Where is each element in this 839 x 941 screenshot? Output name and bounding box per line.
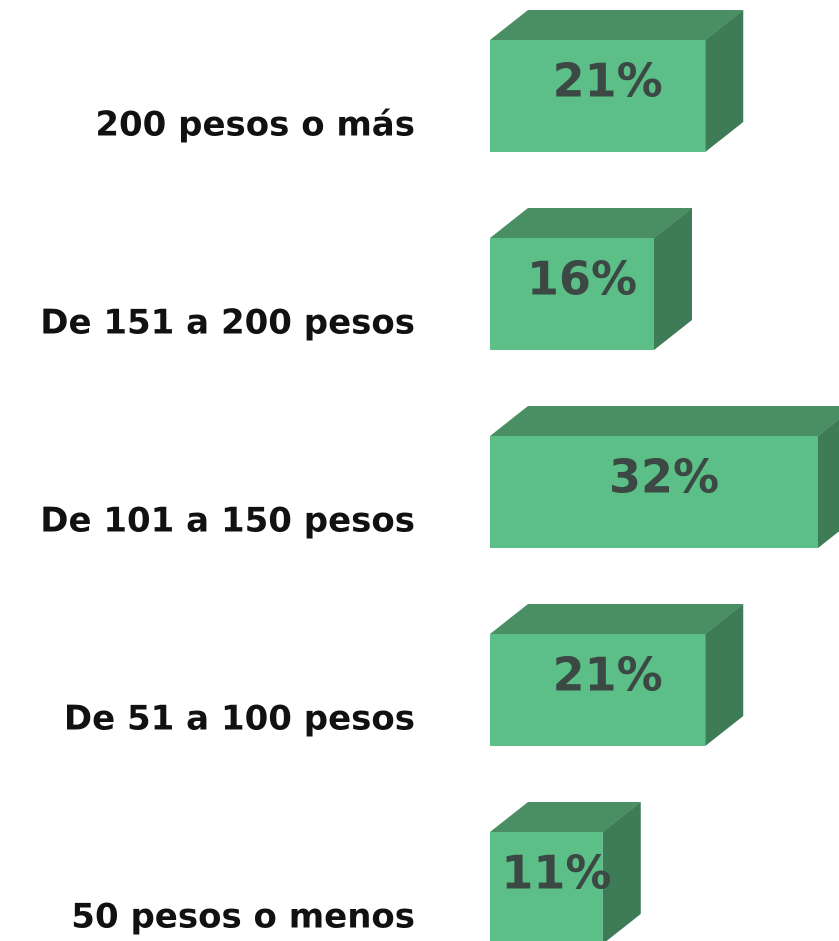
bar	[490, 604, 744, 746]
category-label: 200 pesos o más	[95, 105, 415, 145]
bar	[490, 802, 641, 941]
category-label: De 151 a 200 pesos	[40, 303, 415, 343]
bar-top	[490, 208, 692, 238]
bar-front	[490, 832, 603, 941]
bar-top	[490, 406, 839, 436]
bar-top	[490, 604, 744, 634]
bar-front	[490, 436, 818, 548]
bar-side	[705, 10, 744, 152]
bar	[490, 10, 744, 152]
value-label: 16%	[527, 252, 637, 306]
value-label: 32%	[609, 450, 719, 504]
bar-side	[654, 208, 692, 350]
bar-side	[818, 419, 839, 548]
bar-front	[490, 634, 706, 746]
bar-front	[490, 40, 706, 152]
category-label: De 51 a 100 pesos	[64, 699, 415, 739]
bar-side	[705, 604, 744, 746]
value-label: 21%	[553, 648, 663, 702]
bar-top	[490, 10, 744, 40]
value-label: 21%	[553, 54, 663, 108]
category-label: 50 pesos o menos	[71, 897, 415, 937]
bar	[490, 208, 692, 350]
value-label: 11%	[501, 846, 611, 900]
bar-top	[490, 802, 641, 832]
bar-side	[602, 802, 641, 941]
bar-front	[490, 238, 654, 350]
bar	[490, 406, 839, 548]
category-label: De 101 a 150 pesos	[40, 501, 415, 541]
